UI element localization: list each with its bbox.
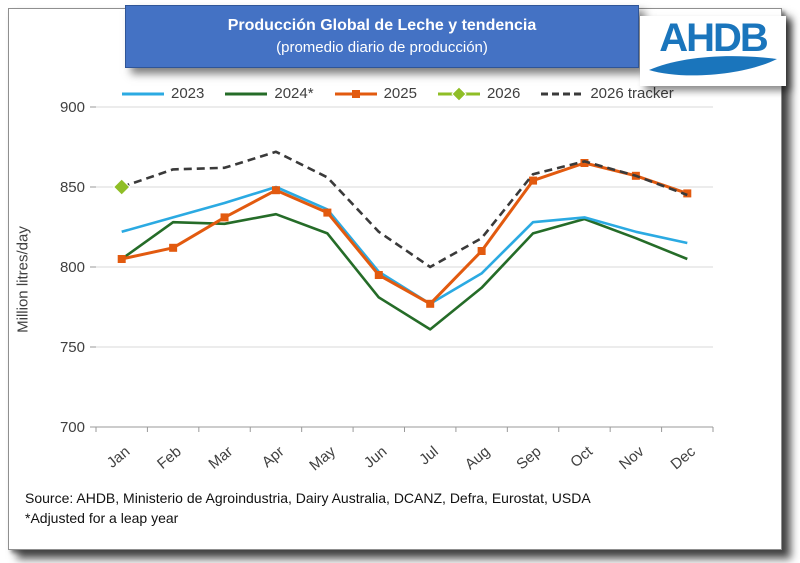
legend-label-2026: 2026 bbox=[486, 85, 521, 102]
legend-item-2026-tracker: 2026 tracker bbox=[540, 85, 674, 102]
x-tick-label: Mar bbox=[205, 443, 236, 473]
legend-label-2025: 2025 bbox=[383, 85, 417, 102]
series-line-2025 bbox=[121, 161, 688, 306]
series-line-2024 bbox=[120, 212, 688, 331]
chart-title: Producción Global de Leche y tendencia bbox=[227, 17, 537, 34]
y-axis-title: Million litres/day bbox=[14, 226, 32, 333]
y-tick-label: 700 bbox=[60, 419, 85, 436]
series-marker-2025 bbox=[271, 186, 280, 195]
legend: 2023 2024* 2025 2026 2026 tracker bbox=[121, 85, 674, 102]
legend-item-2024: 2024* bbox=[224, 85, 314, 102]
x-tick-label: Dec bbox=[667, 443, 699, 473]
series-line-2026-tracker bbox=[121, 150, 688, 269]
y-tick-label: 900 bbox=[60, 99, 85, 116]
series-marker-2026 bbox=[113, 178, 131, 196]
ahdb-logo-text: AHDB bbox=[659, 16, 769, 60]
series-marker-2025 bbox=[169, 243, 178, 252]
y-tick-label: 750 bbox=[60, 339, 85, 356]
x-tick-label: Aug bbox=[462, 443, 493, 473]
source-text: Source: AHDB, Ministerio de Agroindustri… bbox=[25, 490, 591, 506]
x-tick-label: Jul bbox=[416, 443, 442, 468]
legend-label-2024: 2024* bbox=[274, 85, 314, 102]
x-tick-label: Oct bbox=[567, 443, 596, 472]
series-line-2023 bbox=[121, 185, 688, 306]
y-tick-label: 850 bbox=[60, 179, 85, 196]
x-tick-label: Nov bbox=[616, 443, 648, 473]
legend-label-2023: 2023 bbox=[171, 85, 205, 102]
y-tick-label: 800 bbox=[60, 259, 85, 276]
legend-swatch-2026 bbox=[437, 85, 480, 102]
series-marker-2025 bbox=[374, 271, 383, 279]
legend-swatch-2023 bbox=[122, 92, 164, 95]
x-tick-label: Apr bbox=[259, 443, 288, 471]
series-marker-2025 bbox=[117, 255, 126, 263]
legend-item-2026: 2026 bbox=[437, 85, 520, 102]
chart-card: 700 750 800 850 900 Jan Feb Mar Apr May Jun Jul Aug S… bbox=[8, 8, 782, 550]
footer: Source: AHDB, Ministerio de Agroindustri… bbox=[25, 488, 591, 528]
series-marker-2025 bbox=[580, 159, 589, 167]
title-banner: Producción Global de Leche y tendencia (… bbox=[125, 5, 639, 68]
chart-subtitle: (promedio diario de producción) bbox=[276, 39, 488, 56]
x-tick-label: Jan bbox=[104, 443, 133, 472]
chart-plot: 700 750 800 850 900 Jan Feb Mar Apr May Jun Jul Aug S… bbox=[60, 99, 714, 475]
footnote-text: *Adjusted for a leap year bbox=[25, 510, 179, 526]
series-marker-2025 bbox=[323, 208, 332, 217]
series-marker-2025 bbox=[477, 247, 486, 255]
legend-item-2023: 2023 bbox=[121, 85, 204, 102]
legend-swatch-2024 bbox=[225, 92, 268, 95]
legend-label-2026-tracker: 2026 tracker bbox=[590, 85, 674, 102]
x-tick-label: Jun bbox=[361, 443, 390, 472]
legend-swatch-2026-tracker bbox=[541, 92, 584, 95]
x-tick-label: Feb bbox=[154, 443, 185, 473]
legend-swatch-2025 bbox=[334, 89, 377, 98]
x-tick-label: Sep bbox=[513, 443, 544, 473]
series-marker-2025 bbox=[529, 176, 538, 185]
series-marker-2025 bbox=[220, 213, 229, 222]
series-marker-2025 bbox=[426, 299, 435, 308]
ahdb-swoosh-icon bbox=[649, 56, 777, 76]
ahdb-logo: AHDB bbox=[640, 16, 786, 86]
legend-item-2025: 2025 bbox=[334, 85, 417, 102]
series-marker-2025 bbox=[683, 189, 692, 198]
x-tick-label: May bbox=[306, 443, 339, 475]
